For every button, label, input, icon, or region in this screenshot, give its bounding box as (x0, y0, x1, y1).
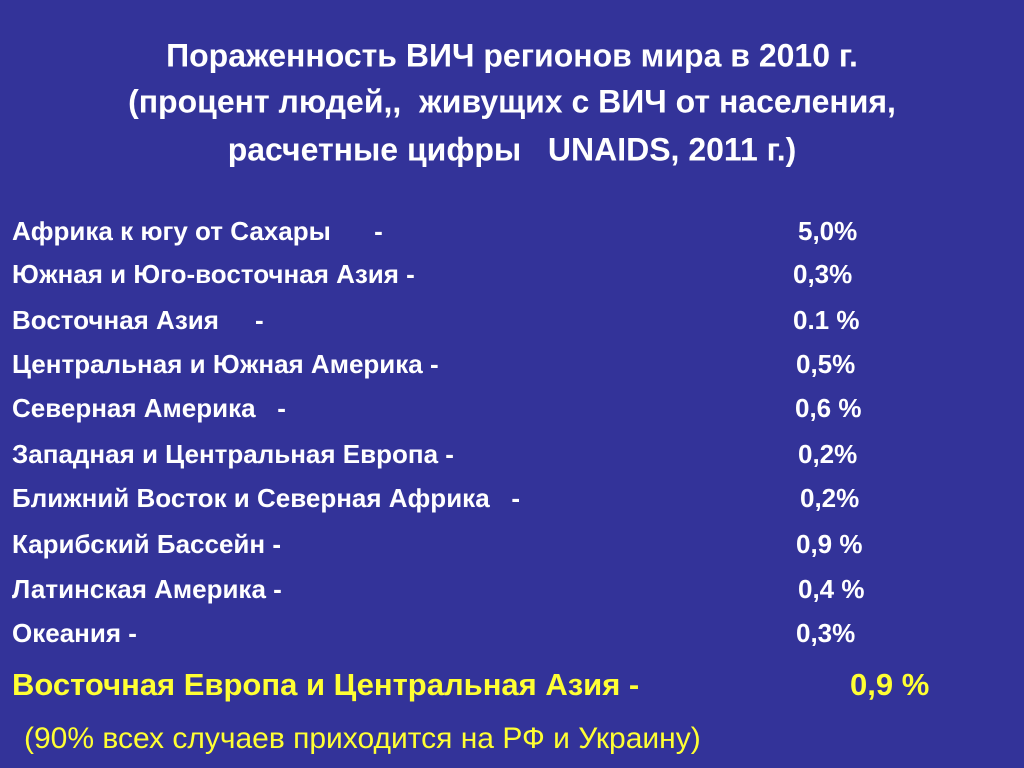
region-label: Карибский Бассейн - (12, 529, 281, 559)
region-label: Западная и Центральная Европа - (12, 439, 454, 469)
highlight-value: 0,9 % (850, 667, 929, 702)
region-label: Африка к югу от Сахары - (12, 216, 383, 246)
region-value: 0,4 % (798, 574, 865, 604)
title-line: Пораженность ВИЧ регионов мира в 2010 г. (166, 37, 858, 73)
region-value: 5,0% (798, 216, 857, 246)
region-label: Ближний Восток и Северная Африка - (12, 483, 520, 513)
region-value: 0,9 % (796, 529, 863, 559)
region-list: Африка к югу от Сахары - 5,0% Южная и Юго-… (12, 216, 865, 648)
region-label: Латинская Америка - (12, 574, 282, 604)
region-label: Восточная Азия - (12, 305, 264, 335)
region-value: 0,3% (796, 618, 855, 648)
note: (90% всех случаев приходится на РФ и Укр… (24, 722, 701, 755)
region-value: 0.1 % (793, 305, 860, 335)
highlight-region: Восточная Европа и Центральная Азия - (12, 667, 639, 702)
title-line: (процент людей,, живущих с ВИЧ от населе… (128, 83, 896, 119)
region-label: Океания - (12, 618, 137, 648)
region-value: 0,6 % (795, 393, 862, 423)
region-label: Северная Америка - (12, 393, 286, 423)
region-value: 0,2% (800, 483, 859, 513)
region-value: 0,5% (796, 349, 855, 379)
region-label: Центральная и Южная Америка - (12, 349, 439, 379)
region-value: 0,2% (798, 439, 857, 469)
region-value: 0,3% (793, 259, 852, 289)
region-label: Южная и Юго-восточная Азия - (12, 259, 415, 289)
title-line: расчетные цифры UNAIDS, 2011 г.) (228, 131, 797, 167)
